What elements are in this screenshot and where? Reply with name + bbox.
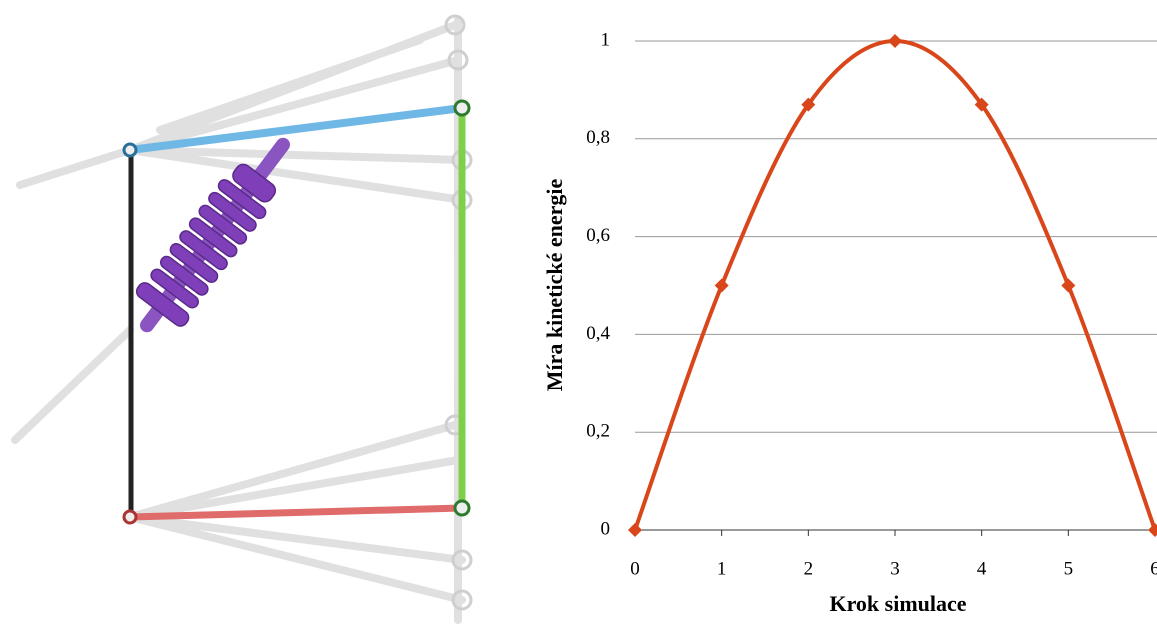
x-axis-label: Krok simulace [829,591,966,616]
page: Krok simulace Míra kinetické energie 0 0,… [0,0,1157,633]
data-marker [888,34,902,48]
y-tick-label: 0,8 [586,127,610,148]
data-marker [628,523,642,537]
plot-area: 0 0,2 0,4 0,6 0,8 1 0 1 2 3 4 5 6 [586,29,1157,579]
y-tick-label: 0 [601,518,611,539]
mechanism-illustration [15,16,471,620]
y-tick-label: 1 [601,29,611,50]
x-tick-label: 0 [630,558,640,579]
x-tick-label: 2 [804,558,814,579]
x-tick-label: 1 [717,558,727,579]
y-tick-label: 0,2 [586,421,610,442]
y-tick-label: 0,4 [586,323,610,344]
y-tick-label: 0,6 [586,225,610,246]
data-line [635,41,1155,530]
x-tick-label: 6 [1150,558,1157,579]
x-tick-label: 3 [890,558,900,579]
y-axis-label: Míra kinetické energie [542,178,567,391]
data-marker [715,279,729,293]
x-tick-label: 4 [977,558,987,579]
x-tick-label: 5 [1064,558,1074,579]
data-marker [1061,279,1075,293]
